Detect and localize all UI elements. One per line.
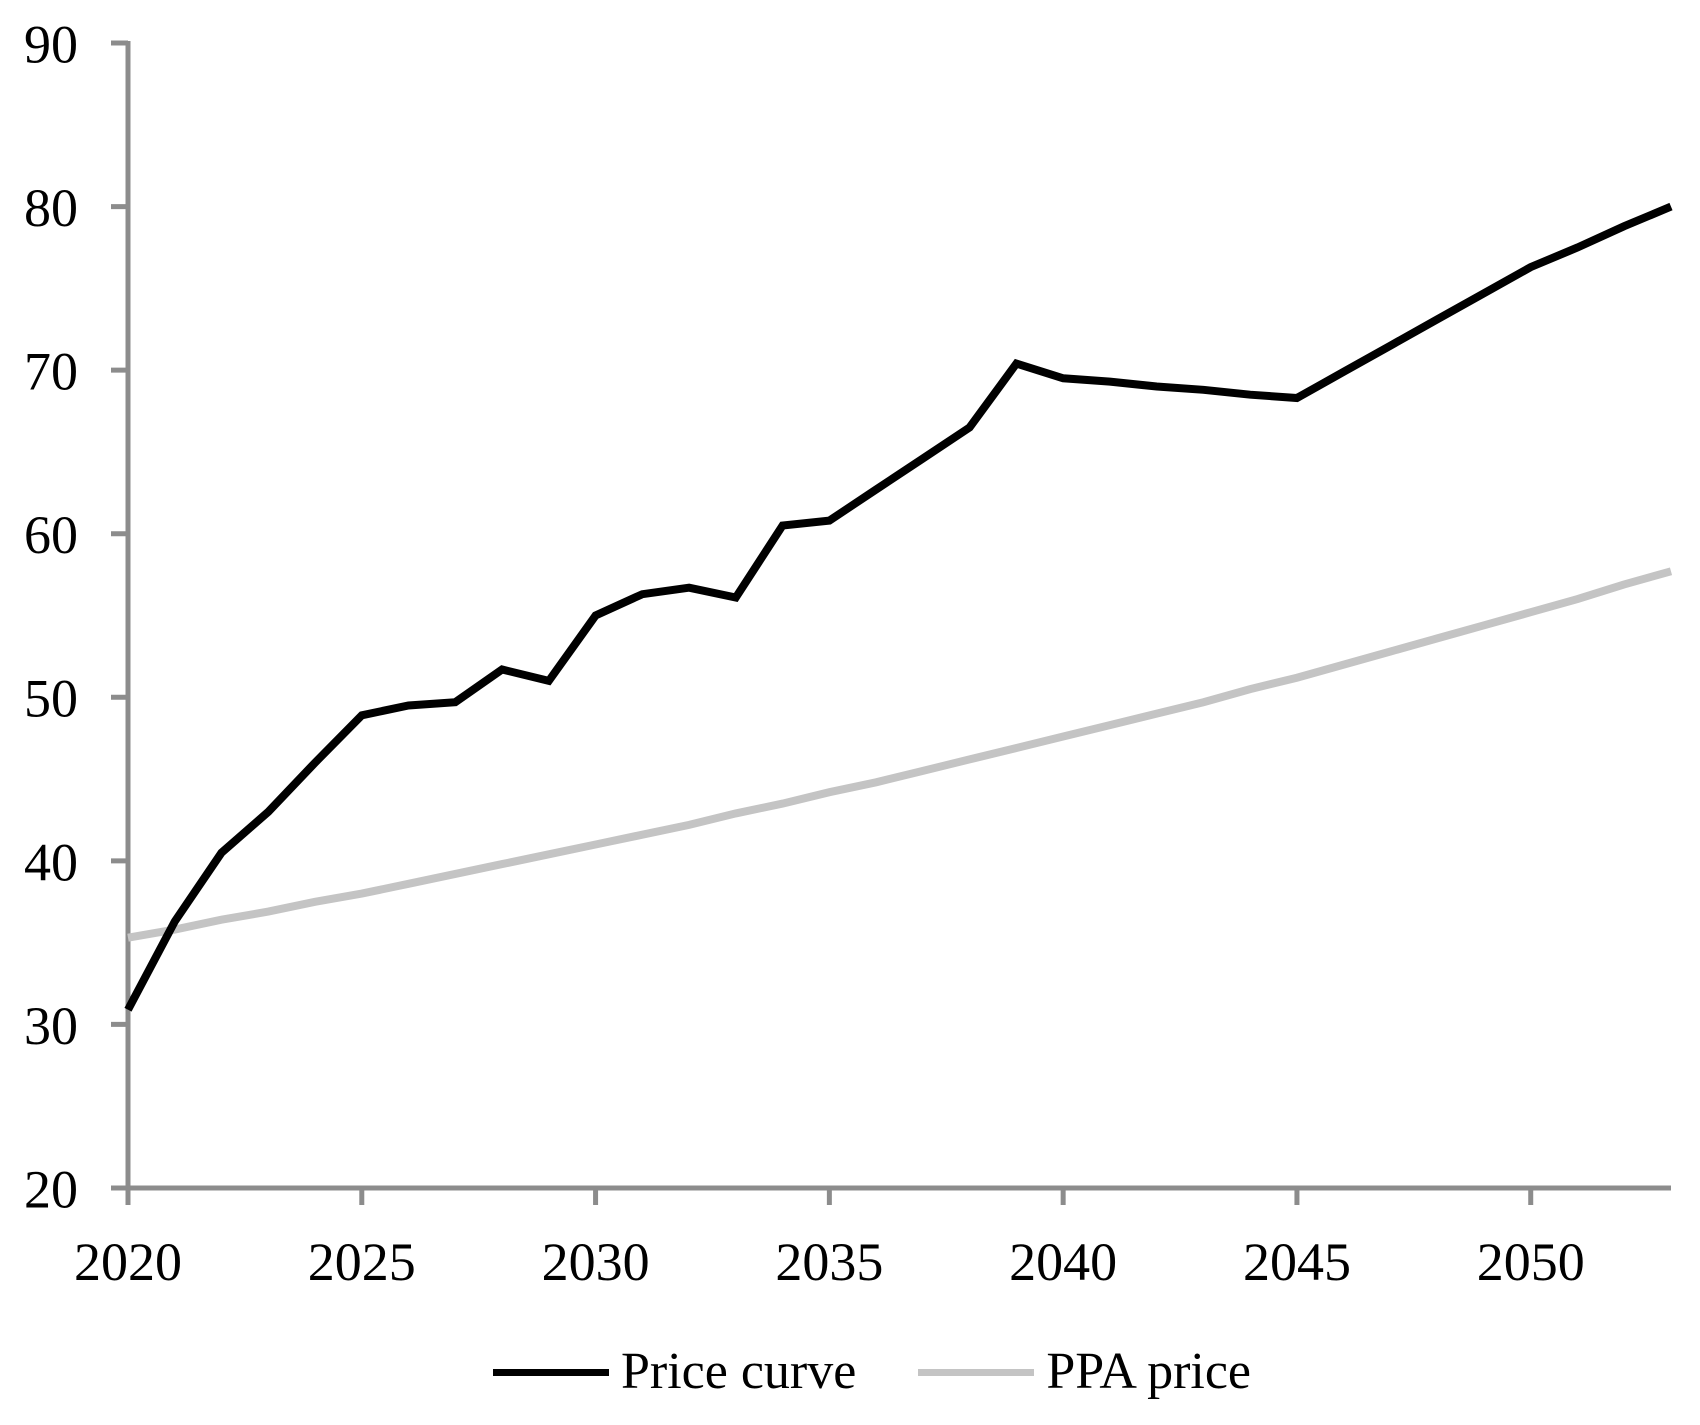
y-tick-label: 20 [24, 1159, 78, 1219]
y-tick-label: 70 [24, 342, 78, 402]
ppa-price-line [127, 567, 1673, 942]
legend-item-ppa-price: PPA price [918, 1346, 1251, 1398]
x-tick-label: 2040 [1009, 1232, 1117, 1292]
y-tick-label: 30 [24, 996, 78, 1056]
x-tick-label: 2030 [542, 1232, 650, 1292]
y-tick-label: 40 [24, 832, 78, 892]
legend-label-ppa-price: PPA price [1046, 1343, 1252, 1400]
ppa-price-line-swatch [918, 1368, 1035, 1376]
x-tick-label: 2020 [74, 1232, 182, 1292]
y-tick-label: 80 [24, 178, 78, 238]
y-tick-label: 50 [24, 669, 78, 729]
y-tick-label: 90 [24, 14, 78, 74]
x-tick-label: 2025 [308, 1232, 416, 1292]
legend-item-price-curve: Price curve [493, 1346, 856, 1398]
x-tick-label: 2035 [775, 1232, 883, 1292]
chart-legend: Price curve PPA price [493, 1346, 1251, 1398]
x-tick-label: 2050 [1477, 1232, 1585, 1292]
x-tick-label: 2045 [1243, 1232, 1351, 1292]
price-curve-line [124, 202, 1673, 1012]
legend-label-price-curve: Price curve [621, 1343, 857, 1400]
price-curve-line-swatch [493, 1368, 609, 1376]
y-tick-label: 60 [24, 505, 78, 565]
